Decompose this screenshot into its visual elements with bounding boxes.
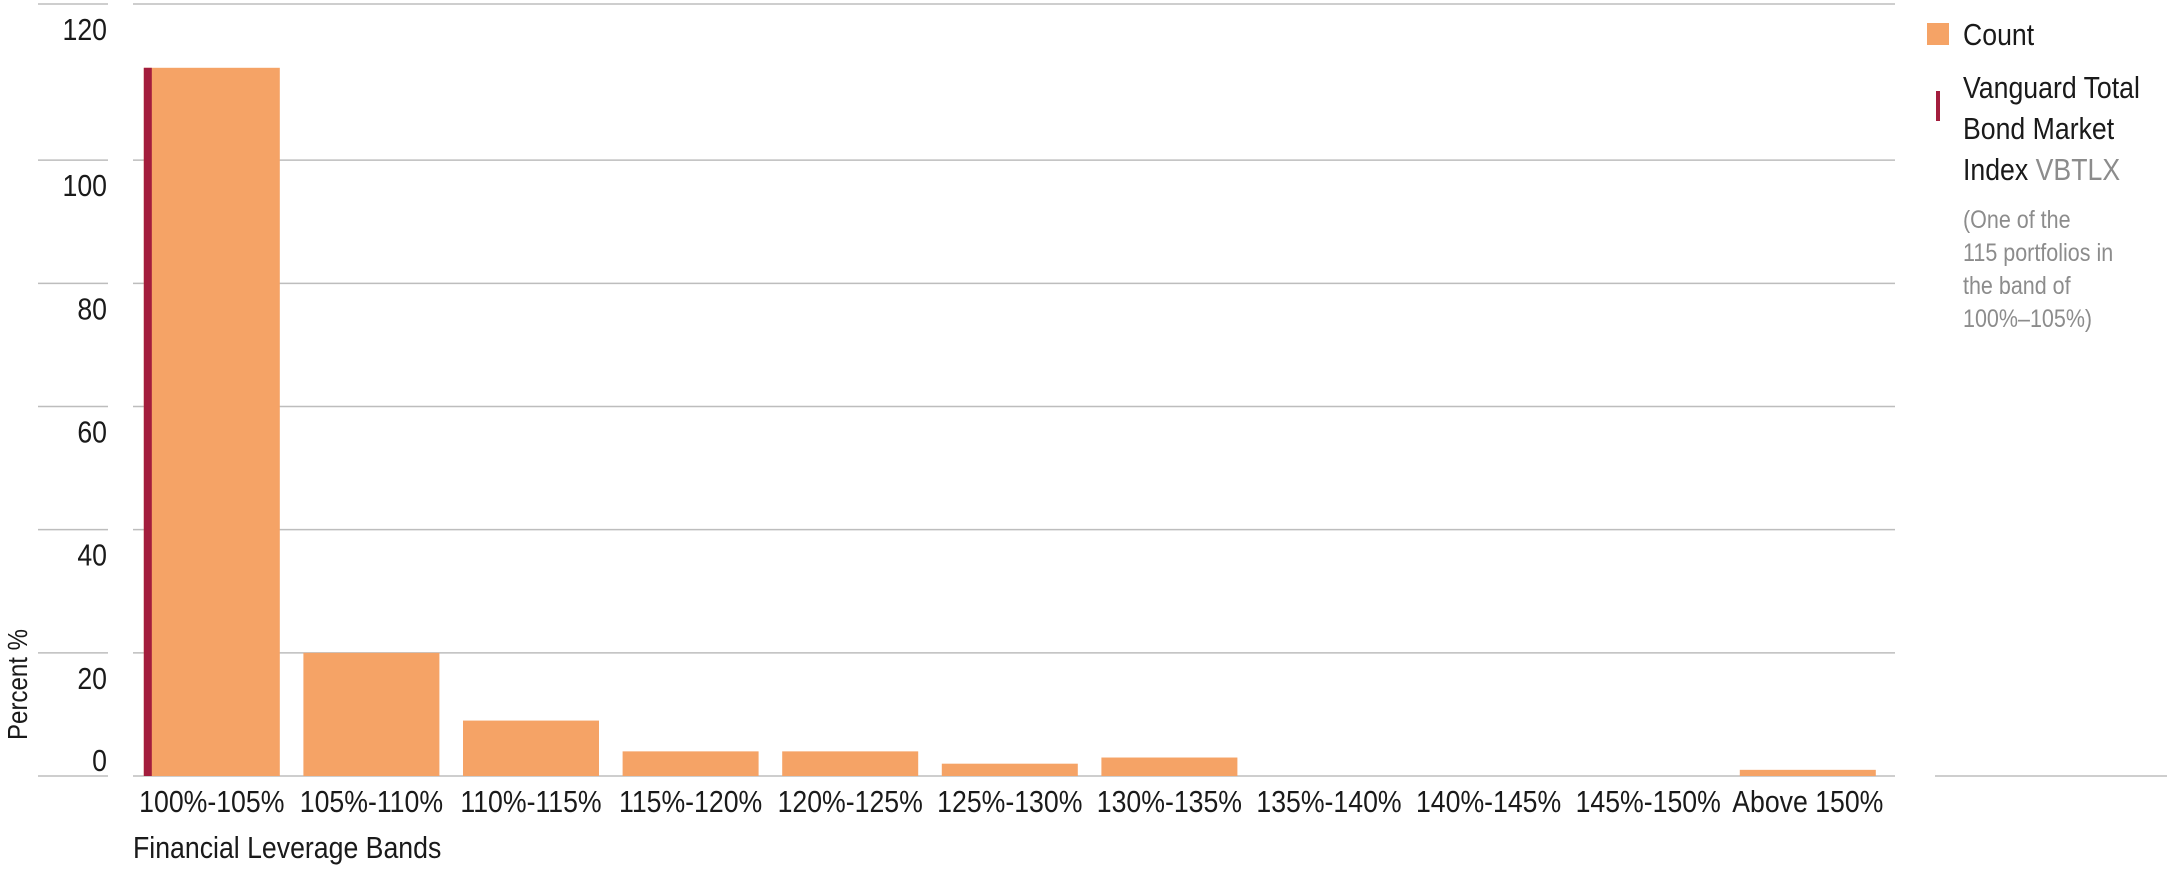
x-axis-title: Financial Leverage Bands bbox=[133, 830, 442, 865]
note-line-1: (One of the bbox=[1963, 206, 2071, 234]
legend-item-count: Count bbox=[1925, 14, 2165, 55]
count-swatch bbox=[1927, 23, 1949, 45]
legend-fund-name: Vanguard Total Bond Market Index VBTLX bbox=[1963, 67, 2140, 190]
note-line-2: 115 portfolios in bbox=[1963, 239, 2114, 267]
legend: Count Vanguard Total Bond Market Index V… bbox=[1925, 14, 2165, 336]
note-line-4: 100%–105%) bbox=[1963, 305, 2093, 333]
x-axis-ticks: 100%-105% 105%-110% 110%-115% 115%-120% 120%… bbox=[139, 785, 1883, 819]
x-tick-label: 110%-115% bbox=[460, 785, 601, 819]
legend-note: (One of the 115 portfolios in the band o… bbox=[1963, 204, 2137, 336]
y-tick-label: 120 bbox=[63, 13, 107, 47]
bar bbox=[143, 67, 280, 776]
bar bbox=[303, 652, 440, 776]
x-tick-label: 130%-135% bbox=[1097, 785, 1242, 819]
fund-marker bbox=[143, 67, 152, 776]
y-tick-label: 100 bbox=[63, 169, 107, 203]
fund-ticker: VBTLX bbox=[2035, 152, 2121, 187]
legend-label-count: Count bbox=[1963, 17, 2035, 52]
x-tick-label: 125%-130% bbox=[937, 785, 1082, 819]
note-line-3: the band of bbox=[1963, 272, 2071, 300]
y-tick-label: 0 bbox=[92, 744, 107, 778]
bar bbox=[1739, 769, 1876, 776]
x-tick-label: 120%-125% bbox=[778, 785, 923, 819]
x-tick-label: 145%-150% bbox=[1576, 785, 1721, 819]
x-tick-label: Above 150% bbox=[1732, 785, 1883, 819]
bar bbox=[1101, 757, 1238, 776]
fund-name-line-3-text: Index bbox=[1963, 152, 2029, 187]
bar bbox=[941, 763, 1078, 776]
x-tick-label: 100%-105% bbox=[139, 785, 284, 819]
y-tick-label: 20 bbox=[77, 662, 107, 696]
fund-name-line-3: Index VBTLX bbox=[1963, 149, 2137, 190]
y-axis-title: Percent % bbox=[2, 628, 33, 740]
bars bbox=[143, 67, 1876, 776]
x-tick-label: 105%-110% bbox=[300, 785, 443, 819]
fund-marker-line bbox=[143, 67, 152, 776]
y-axis-ticks: 0 20 40 60 80 100 120 bbox=[63, 13, 107, 778]
fund-marker-swatch bbox=[1936, 91, 1940, 121]
bar bbox=[622, 751, 759, 776]
y-tick-label: 60 bbox=[77, 416, 107, 450]
x-tick-label: 135%-140% bbox=[1256, 785, 1401, 819]
x-tick-label: 115%-120% bbox=[619, 785, 762, 819]
bar bbox=[782, 751, 919, 776]
bar bbox=[463, 720, 599, 776]
legend-item-fund: Vanguard Total Bond Market Index VBTLX (… bbox=[1925, 67, 2165, 336]
x-tick-label: 140%-145% bbox=[1416, 785, 1561, 819]
y-tick-label: 80 bbox=[77, 293, 107, 327]
y-tick-label: 40 bbox=[77, 539, 107, 573]
fund-name-line-2: Bond Market bbox=[1963, 111, 2115, 146]
fund-name-line-1: Vanguard Total bbox=[1963, 70, 2140, 105]
